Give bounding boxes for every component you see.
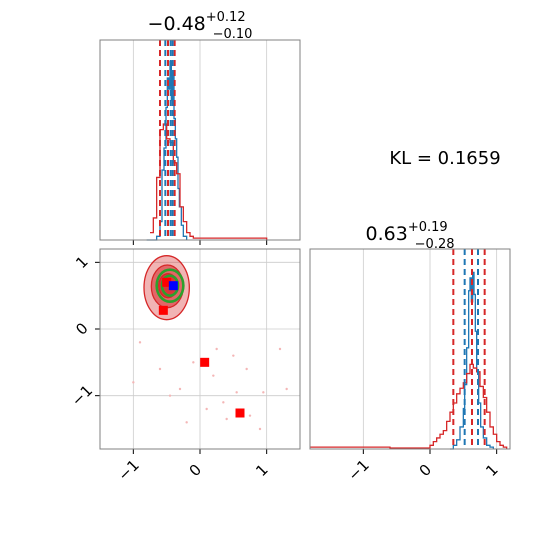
scatter-point [262, 391, 265, 394]
scatter-point [168, 394, 172, 397]
marker-square [162, 277, 172, 287]
scatter-point [232, 354, 235, 357]
contour-green [160, 274, 180, 297]
scatter-point [222, 401, 225, 404]
scatter-point [235, 391, 238, 394]
x-tick-label: −1 [344, 456, 372, 484]
marker-square [168, 281, 178, 291]
axes-frame [309, 248, 511, 450]
scatter-point [178, 387, 182, 391]
scatter-point [258, 427, 262, 431]
kl-label: KL = 0.1659 [389, 148, 500, 169]
scatter-point [192, 361, 195, 364]
axes-frame [99, 39, 301, 241]
marker-square [235, 408, 245, 418]
x-tick-label: 1 [482, 461, 501, 480]
title-bottom-right: 0.63+0.19 −0.28 [366, 220, 455, 252]
histogram-red [310, 363, 508, 449]
title-top-left: −0.48+0.12 −0.10 [148, 10, 253, 42]
scatter-point [138, 341, 142, 344]
scatter-point [185, 421, 188, 424]
scatter-point [225, 417, 228, 421]
histogram-red [150, 123, 268, 240]
scatter-point [205, 407, 208, 411]
histogram-blue [146, 60, 188, 241]
panel-bottom-right-histogram: −1 0 1 [309, 248, 511, 484]
x-tick-label: 0 [416, 461, 435, 480]
y-tick-label: 0 [72, 319, 91, 338]
axes-frame [99, 248, 301, 450]
x-tick-label: 0 [186, 461, 205, 480]
marker-square [158, 305, 168, 315]
contour-green [155, 268, 185, 303]
scatter-point [245, 367, 248, 371]
scatter-point [212, 374, 215, 377]
x-tick-label: 1 [252, 461, 271, 480]
scatter-point [278, 347, 282, 351]
scatter-point [248, 414, 252, 417]
y-tick-label: 1 [72, 253, 91, 272]
x-tick-label: −1 [114, 456, 142, 484]
scatter-point [215, 347, 218, 351]
marker-square [200, 357, 210, 367]
scatter-point [158, 367, 162, 371]
panel-top-left-histogram [99, 39, 301, 245]
panel-bottom-left-2d: −1 0 1 −1 0 1 [68, 248, 301, 484]
y-tick-label: −1 [68, 381, 96, 409]
scatter-point [132, 381, 135, 384]
scatter-point [285, 387, 288, 391]
